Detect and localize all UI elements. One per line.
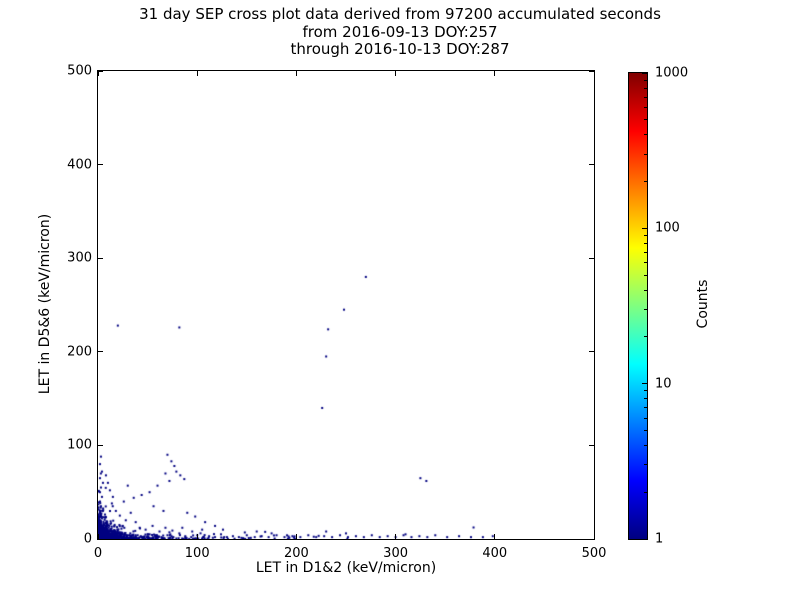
x-tick-mark xyxy=(395,534,397,539)
colorbar-tick-mark xyxy=(642,227,647,229)
y-tick-label: 300 xyxy=(67,250,92,266)
colorbar-minor-tick-mark xyxy=(644,309,647,311)
y-tick-mark-right xyxy=(589,444,594,446)
colorbar-minor-tick-mark xyxy=(644,134,647,136)
x-tick-mark-top xyxy=(593,71,595,76)
x-tick-label: 500 xyxy=(581,546,607,561)
x-tick-mark xyxy=(593,534,595,539)
y-tick-mark-right xyxy=(589,538,594,540)
colorbar-tick-label: 1 xyxy=(655,531,664,547)
y-tick-label: 500 xyxy=(67,63,92,79)
colorbar-minor-tick-mark xyxy=(644,242,647,244)
x-axis-label: LET in D1&2 (keV/micron) xyxy=(255,560,437,576)
x-tick-mark-top xyxy=(494,71,496,76)
colorbar-minor-tick-mark xyxy=(644,181,647,183)
colorbar-tick-mark xyxy=(642,538,647,540)
x-tick-label: 100 xyxy=(184,546,210,561)
colorbar-minor-tick-mark xyxy=(644,251,647,253)
colorbar-tick-mark xyxy=(642,383,647,385)
chart-title: 31 day SEP cross plot data derived from … xyxy=(139,5,661,23)
colorbar-minor-tick-mark xyxy=(644,87,647,89)
x-tick-label: 400 xyxy=(482,546,508,561)
y-tick-label: 0 xyxy=(83,531,92,547)
colorbar-minor-tick-mark xyxy=(644,274,647,276)
x-tick-label: 0 xyxy=(93,546,103,561)
x-tick-mark-top xyxy=(196,71,198,76)
x-tick-mark-top xyxy=(295,71,297,76)
colorbar-minor-tick-mark xyxy=(644,262,647,264)
x-tick-mark xyxy=(295,534,297,539)
y-tick-mark xyxy=(98,444,103,446)
colorbar-minor-tick-mark xyxy=(644,119,647,121)
colorbar-minor-tick-mark xyxy=(644,390,647,392)
y-tick-label: 100 xyxy=(67,437,92,453)
colorbar-minor-tick-mark xyxy=(644,96,647,98)
y-tick-mark-right xyxy=(589,164,594,166)
colorbar-minor-tick-mark xyxy=(644,407,647,409)
y-tick-mark-right xyxy=(589,70,594,72)
y-tick-mark xyxy=(98,351,103,353)
x-tick-label: 300 xyxy=(383,546,409,561)
x-tick-mark-top xyxy=(97,71,99,76)
y-tick-label: 400 xyxy=(67,157,92,173)
colorbar-minor-tick-mark xyxy=(644,429,647,431)
colorbar-minor-tick-mark xyxy=(644,234,647,236)
y-tick-mark-right xyxy=(589,257,594,259)
colorbar-label: Counts xyxy=(695,279,711,329)
colorbar-tick-mark xyxy=(642,72,647,74)
x-tick-mark xyxy=(494,534,496,539)
y-tick-mark xyxy=(98,70,103,72)
y-axis-label: LET in D5&6 (keV/micron) xyxy=(37,213,53,395)
chart-subtitle-from: from 2016-09-13 DOY:257 xyxy=(302,23,498,41)
scatter-points-canvas xyxy=(98,71,594,539)
y-tick-mark xyxy=(98,164,103,166)
colorbar-minor-tick-mark xyxy=(644,464,647,466)
colorbar-minor-tick-mark xyxy=(644,79,647,81)
y-tick-mark xyxy=(98,257,103,259)
y-tick-mark xyxy=(98,538,103,540)
y-tick-mark-right xyxy=(589,351,594,353)
colorbar-minor-tick-mark xyxy=(644,444,647,446)
colorbar-minor-tick-mark xyxy=(644,398,647,400)
colorbar-minor-tick-mark xyxy=(644,153,647,155)
chart-subtitle-through: through 2016-10-13 DOY:287 xyxy=(290,40,510,58)
colorbar-tick-label: 10 xyxy=(655,376,672,392)
colorbar xyxy=(628,72,648,540)
colorbar-minor-tick-mark xyxy=(644,289,647,291)
x-tick-mark xyxy=(196,534,198,539)
colorbar-minor-tick-mark xyxy=(644,106,647,108)
x-tick-mark xyxy=(97,534,99,539)
colorbar-minor-tick-mark xyxy=(644,336,647,338)
colorbar-minor-tick-mark xyxy=(644,417,647,419)
y-tick-label: 200 xyxy=(67,344,92,360)
x-tick-label: 200 xyxy=(283,546,309,561)
x-tick-mark-top xyxy=(395,71,397,76)
colorbar-minor-tick-mark xyxy=(644,491,647,493)
plot-area xyxy=(97,70,595,540)
colorbar-tick-label: 1000 xyxy=(655,65,689,81)
colorbar-tick-label: 100 xyxy=(655,220,680,236)
